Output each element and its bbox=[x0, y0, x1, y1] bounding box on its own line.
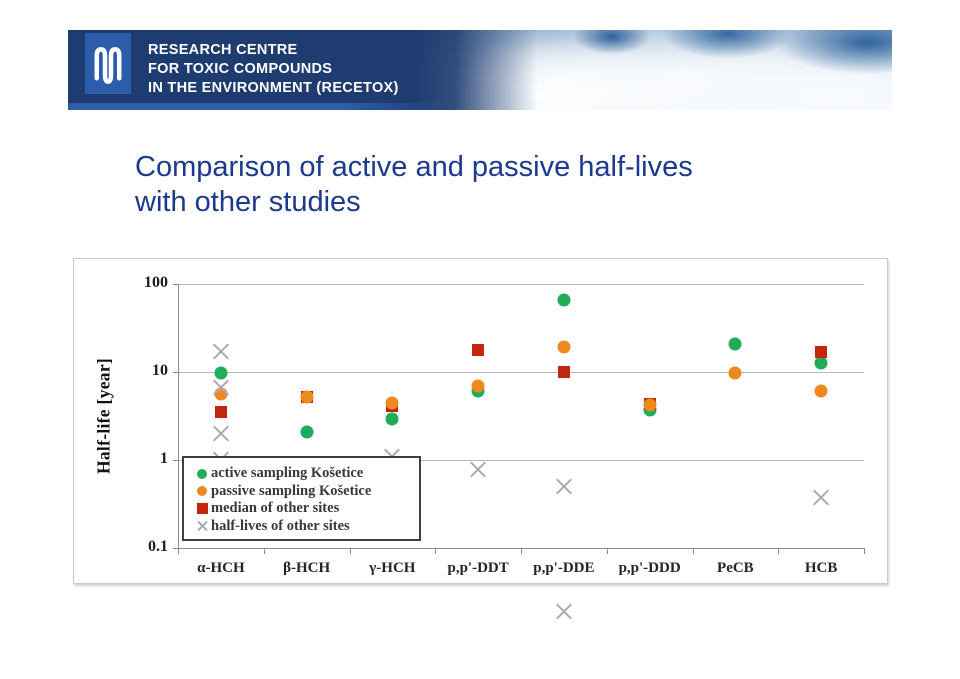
x-tick bbox=[692, 548, 694, 554]
category-label: p,p'-DDT bbox=[447, 560, 509, 576]
category-label: HCB bbox=[804, 560, 838, 576]
page-title-line1: Comparison of active and passive half-li… bbox=[135, 151, 693, 184]
y-tick-label-0.1: 0.1 bbox=[148, 538, 168, 555]
gridline-1 bbox=[178, 460, 864, 461]
data-point-circle-p,p'-DDT bbox=[471, 379, 485, 393]
x-tick bbox=[606, 548, 608, 554]
square-icon bbox=[196, 503, 208, 515]
data-point-circle-α-HCH bbox=[214, 366, 228, 380]
data-point-square-α-HCH bbox=[214, 406, 227, 419]
data-point-square-HCB bbox=[815, 345, 828, 358]
data-point-x-HCB bbox=[814, 490, 829, 505]
page-title-line2: with other studies bbox=[135, 185, 361, 218]
x-tick bbox=[778, 548, 780, 554]
y-tick-100 bbox=[173, 284, 178, 285]
data-point-circle-β-HCH bbox=[300, 425, 314, 439]
data-point-circle-γ-HCH bbox=[385, 396, 399, 410]
data-point-circle-p,p'-DDD bbox=[643, 398, 657, 412]
data-point-circle-γ-HCH bbox=[385, 412, 399, 426]
mu-logo-icon bbox=[94, 46, 122, 84]
gridline-100 bbox=[178, 284, 864, 285]
y-tick-label-100: 100 bbox=[144, 274, 168, 291]
x-tick bbox=[521, 548, 522, 554]
banner-title-line1: RESEARCH CENTRE bbox=[148, 42, 298, 58]
data-point-x-p,p'-DDT bbox=[471, 462, 486, 477]
category-label: p,p'-DDE bbox=[533, 560, 595, 576]
data-point-circle-PeCB bbox=[728, 366, 742, 380]
x-axis-line bbox=[173, 548, 864, 549]
legend-marker-square-icon bbox=[193, 503, 211, 515]
banner-title-line2: FOR TOXIC COMPOUNDS bbox=[148, 61, 333, 77]
legend-marker-x-icon bbox=[193, 521, 211, 532]
legend-label: half-lives of other sites bbox=[211, 517, 350, 534]
legend-row: half-lives of other sites bbox=[193, 518, 419, 536]
banner-navy-overlay bbox=[68, 30, 892, 110]
legend-row: active sampling Košetice bbox=[193, 465, 419, 483]
data-point-x-α-HCH bbox=[213, 380, 228, 395]
x-tick bbox=[263, 548, 265, 554]
data-point-circle-p,p'-DDE bbox=[557, 340, 571, 354]
legend-label: passive sampling Košetice bbox=[211, 482, 372, 499]
category-label: p,p'-DDD bbox=[618, 560, 681, 576]
banner-title: RESEARCH CENTRE FOR TOXIC COMPOUNDS IN T… bbox=[148, 41, 399, 98]
data-point-circle-p,p'-DDE bbox=[557, 293, 571, 307]
data-point-circle-PeCB bbox=[728, 337, 742, 351]
page-title: Comparison of active and passive half-li… bbox=[135, 150, 693, 219]
y-axis-line bbox=[178, 284, 179, 548]
header-banner: RESEARCH CENTRE FOR TOXIC COMPOUNDS IN T… bbox=[68, 30, 892, 110]
plot-area: 100 10 1 0.1 α-HCH β-HCH γ-HCH p,p'-DDT p,p'-DDE… bbox=[144, 274, 865, 576]
y-tick-label-1: 1 bbox=[160, 450, 168, 467]
data-point-x-p,p'-DDE bbox=[556, 479, 571, 494]
legend-row: passive sampling Košetice bbox=[193, 483, 419, 501]
y-tick-1 bbox=[173, 460, 178, 461]
data-point-circle-HCB bbox=[814, 356, 828, 370]
x-tick bbox=[178, 548, 179, 554]
data-point-circle-β-HCH bbox=[300, 390, 314, 404]
circle-icon bbox=[197, 486, 207, 497]
legend-label: median of other sites bbox=[211, 500, 340, 517]
data-point-x-α-HCH bbox=[213, 344, 228, 359]
data-point-circle-HCB bbox=[814, 384, 828, 398]
legend-marker-circle-icon bbox=[193, 486, 211, 497]
y-tick-10 bbox=[173, 372, 178, 373]
category-label: PeCB bbox=[717, 560, 754, 576]
legend-marker-circle-icon bbox=[193, 468, 211, 479]
data-point-x-p,p'-DDE bbox=[556, 604, 571, 619]
y-tick-label-10: 10 bbox=[152, 362, 168, 379]
y-axis-title: Half-life [year] bbox=[93, 357, 114, 475]
chart-legend: active sampling Košetice passive sampling… bbox=[182, 456, 421, 541]
gridline-10 bbox=[178, 372, 864, 373]
banner-title-line3: IN THE ENVIRONMENT (RECETOX) bbox=[148, 80, 399, 96]
legend-label: active sampling Košetice bbox=[211, 465, 364, 482]
x-tick bbox=[864, 548, 865, 554]
data-point-square-p,p'-DDE bbox=[557, 366, 570, 378]
circle-icon bbox=[197, 468, 207, 479]
chart-panel: Half-life [year] 100 10 1 0.1 α-HCH β-HCH γ-HC… bbox=[73, 258, 888, 584]
legend-row: median of other sites bbox=[193, 500, 419, 518]
banner-bottom-strip bbox=[68, 103, 448, 110]
category-label: β-HCH bbox=[283, 560, 331, 576]
data-point-square-p,p'-DDT bbox=[472, 343, 485, 356]
x-tick bbox=[349, 548, 351, 554]
category-label: γ-HCH bbox=[369, 560, 416, 576]
x-tick bbox=[435, 548, 437, 554]
data-point-x-α-HCH bbox=[213, 426, 228, 441]
university-logo bbox=[85, 33, 131, 94]
category-label: α-HCH bbox=[197, 560, 245, 576]
x-icon bbox=[197, 521, 208, 532]
